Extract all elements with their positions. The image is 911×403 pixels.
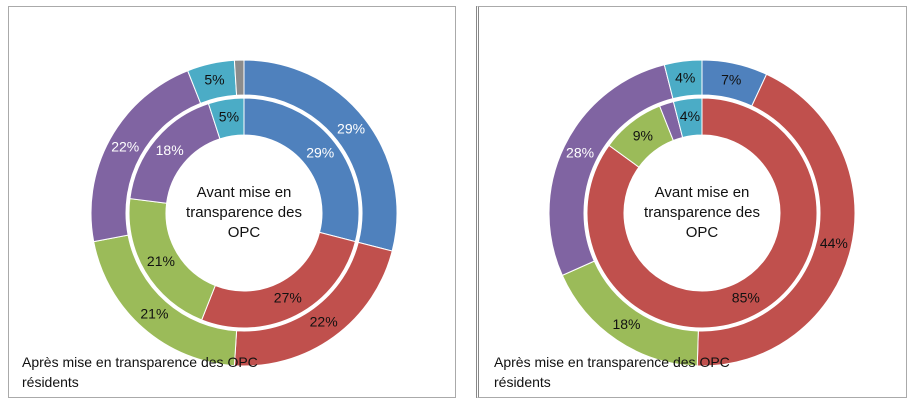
value-label: 9% <box>633 127 653 143</box>
ring-label: Après mise en transparence des OPC résid… <box>22 354 258 390</box>
value-label: 21% <box>140 305 168 321</box>
center-label: Avant mise en transparence des OPC <box>186 184 302 241</box>
value-label: 5% <box>219 108 239 124</box>
donut-slice <box>663 59 703 100</box>
donut-slice <box>586 97 818 329</box>
panel <box>476 6 907 398</box>
value-label: 18% <box>612 316 640 332</box>
center-label: Avant mise en transparence des OPC <box>644 184 760 241</box>
value-label: 44% <box>820 235 848 251</box>
ring-label: Après mise en transparence des OPC résid… <box>494 354 730 390</box>
center-label-box: Avant mise en transparence des OPC <box>186 184 302 241</box>
donut-slice <box>672 97 703 139</box>
donut-slice <box>696 73 856 367</box>
value-label: 22% <box>111 138 139 154</box>
value-label: 29% <box>337 121 365 137</box>
value-label: 27% <box>274 290 302 306</box>
donut-slice <box>233 59 245 96</box>
value-label: 4% <box>680 108 700 124</box>
donut-slice <box>207 97 245 140</box>
value-label: 21% <box>147 253 175 269</box>
value-label: 18% <box>156 142 184 158</box>
value-label: 85% <box>732 290 760 306</box>
value-label: 22% <box>310 313 338 329</box>
center-label-box: Avant mise en transparence des OPC <box>644 184 760 241</box>
value-label: 29% <box>306 145 334 161</box>
value-label: 28% <box>566 145 594 161</box>
value-label: 5% <box>204 71 224 87</box>
value-label: 7% <box>721 71 741 87</box>
value-label: 4% <box>675 69 695 85</box>
panel <box>8 6 456 398</box>
